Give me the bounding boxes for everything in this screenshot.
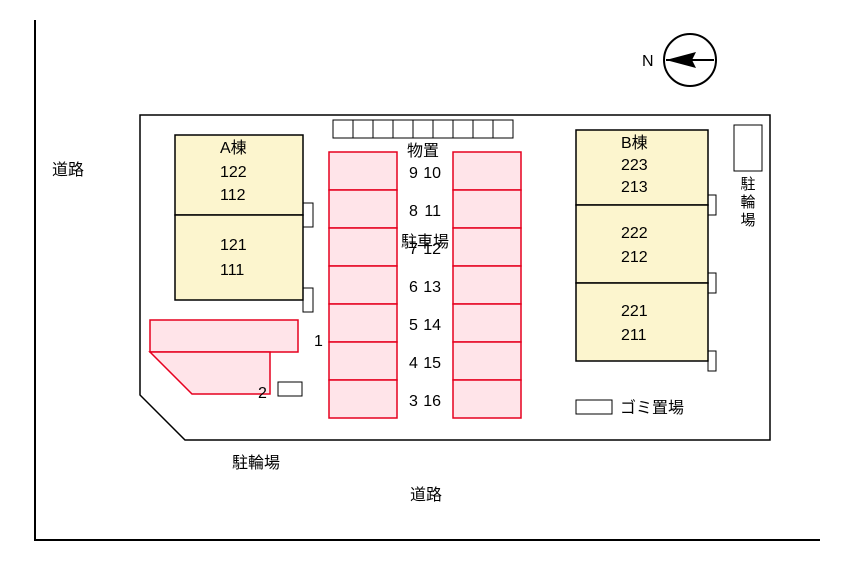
room-111: 111 — [220, 262, 244, 279]
parking-right-12 — [453, 228, 521, 266]
storage-label: 物置 — [407, 142, 439, 160]
parking-left-8 — [329, 190, 397, 228]
bike-right-char-2: 場 — [740, 212, 755, 229]
bike-right-char-0: 駐 — [740, 176, 755, 193]
building-a-name: A棟 — [220, 139, 247, 157]
parking-right-16 — [453, 380, 521, 418]
building-b-notch-3 — [708, 351, 716, 371]
parking-num-16: 16 — [423, 393, 441, 410]
parking-right-11 — [453, 190, 521, 228]
room-213: 213 — [621, 179, 648, 196]
parking-left-4 — [329, 342, 397, 380]
parking-num-15: 15 — [423, 355, 441, 372]
parking-left-9 — [329, 152, 397, 190]
parking-num-13: 13 — [423, 279, 441, 296]
parking-num-6: 6 — [409, 279, 418, 296]
bike-right-char-1: 輪 — [740, 194, 755, 211]
building-a-bottom — [175, 215, 303, 300]
small-box-near-2 — [278, 382, 302, 396]
room-211: 211 — [621, 327, 647, 344]
parking-right-15 — [453, 342, 521, 380]
bike-parking-right-box — [734, 125, 762, 171]
parking-num-2: 2 — [258, 385, 267, 402]
parking-num-5: 5 — [409, 317, 418, 334]
building-b-notch-2 — [708, 273, 716, 293]
bike-parking-bottom-label: 駐輪場 — [232, 454, 280, 472]
room-222: 222 — [621, 225, 648, 242]
parking-left-7 — [329, 228, 397, 266]
building-b-notch-1 — [708, 195, 716, 215]
parking-label: 駐車場 — [401, 233, 449, 251]
parking-num-11: 11 — [424, 203, 441, 220]
parking-left-6 — [329, 266, 397, 304]
parking-num-4: 4 — [409, 355, 418, 372]
room-112: 112 — [220, 187, 246, 204]
trash-box — [576, 400, 612, 414]
room-223: 223 — [621, 157, 648, 174]
road-label-left: 道路 — [52, 161, 84, 179]
parking-num-9: 9 — [409, 165, 418, 182]
parking-right-14 — [453, 304, 521, 342]
parking-num-1: 1 — [314, 333, 323, 350]
parking-num-14: 14 — [423, 317, 441, 334]
parking-num-3: 3 — [409, 393, 418, 410]
parking-2 — [150, 352, 270, 394]
building-a-notch-2 — [303, 288, 313, 312]
road-label-bottom: 道路 — [410, 486, 442, 504]
room-212: 212 — [621, 249, 648, 266]
building-b-r3 — [576, 283, 708, 361]
building-a-notch-1 — [303, 203, 313, 227]
storage-row — [333, 120, 513, 138]
parking-1 — [150, 320, 298, 352]
building-b-r2 — [576, 205, 708, 283]
trash-label: ゴミ置場 — [620, 398, 684, 417]
parking-right-10 — [453, 152, 521, 190]
room-221: 221 — [621, 303, 648, 320]
parking-num-8: 8 — [409, 203, 418, 220]
compass-n: N — [642, 53, 654, 70]
parking-left-5 — [329, 304, 397, 342]
room-121: 121 — [220, 237, 247, 254]
parking-right-13 — [453, 266, 521, 304]
parking-num-10: 10 — [423, 165, 441, 182]
room-122: 122 — [220, 164, 247, 181]
building-b-name: B棟 — [621, 134, 648, 152]
parking-left-3 — [329, 380, 397, 418]
